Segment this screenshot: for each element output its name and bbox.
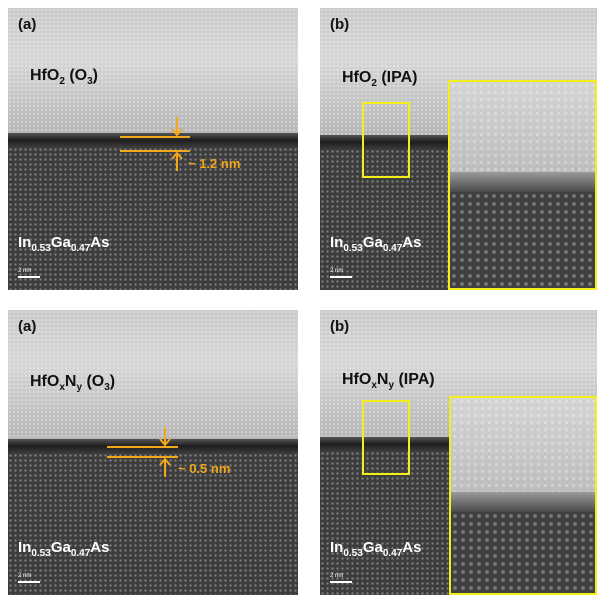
- scale-label: 2 nm: [330, 268, 343, 274]
- tem-panel: (b) HfOxNy (IPA) In0.53Ga0.47As 2 nm: [320, 310, 597, 595]
- scale-bar: [330, 276, 352, 278]
- text-segment: HfO: [342, 371, 371, 388]
- zoom-inset: [448, 80, 597, 290]
- film-label: HfO2 (IPA): [342, 69, 417, 89]
- panel-label: (b): [330, 318, 349, 335]
- text-segment: 0.53: [343, 243, 362, 254]
- substrate-label: In0.53Ga0.47As: [330, 234, 421, 254]
- thickness-label: ~ 0.5 nm: [178, 461, 230, 476]
- scale-label: 2 nm: [330, 573, 343, 579]
- substrate-region: [450, 192, 595, 288]
- text-segment: Ga: [363, 234, 383, 251]
- text-segment: Ga: [363, 539, 383, 556]
- figure: (() => { const data = JSON.parse(documen…: [0, 0, 605, 601]
- tem-panel: (b) HfO2 (IPA) In0.53Ga0.47As 2 nm: [320, 8, 597, 290]
- zoom-box: [362, 102, 410, 178]
- text-segment: In: [330, 539, 343, 556]
- text-segment: (IPA): [377, 69, 418, 86]
- text-segment: 0.53: [343, 548, 362, 559]
- interface-band: [450, 172, 595, 192]
- interface-band: [451, 492, 595, 512]
- text-segment: (IPA): [394, 371, 435, 388]
- zoom-box: [362, 400, 410, 475]
- thickness-marker: [8, 8, 298, 290]
- oxide-region: [451, 398, 595, 498]
- text-segment: 0.47: [383, 243, 402, 254]
- thickness-label: ~ 1.2 nm: [188, 156, 240, 171]
- scale-bar: [330, 581, 352, 583]
- text-segment: As: [402, 539, 421, 556]
- text-segment: 0.47: [383, 548, 402, 559]
- substrate-region: [451, 512, 595, 593]
- text-segment: As: [402, 234, 421, 251]
- text-segment: In: [330, 234, 343, 251]
- text-segment: N: [377, 371, 389, 388]
- text-segment: HfO: [342, 69, 371, 86]
- oxide-region: [450, 82, 595, 178]
- panel-label: (b): [330, 16, 349, 33]
- film-label: HfOxNy (IPA): [342, 371, 435, 391]
- zoom-inset: [449, 396, 597, 595]
- thickness-marker: [8, 310, 298, 595]
- substrate-label: In0.53Ga0.47As: [330, 539, 421, 559]
